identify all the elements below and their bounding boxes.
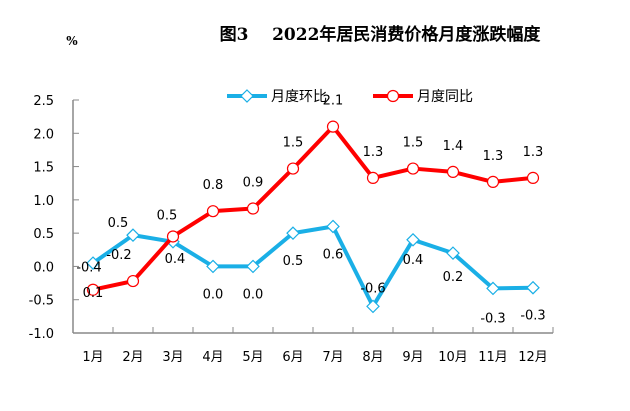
y-tick-label: -0.5: [29, 294, 54, 309]
data-label: 0.1: [83, 286, 104, 301]
data-label: 2.1: [323, 94, 344, 109]
data-point-circle: [526, 171, 540, 184]
data-point-circle: [286, 162, 300, 175]
data-label: 0.5: [283, 254, 304, 269]
x-tick-label: 7月: [322, 350, 343, 365]
data-point-diamond: [326, 219, 340, 234]
data-label: 1.5: [283, 136, 304, 151]
x-tick-label: 10月: [438, 350, 468, 365]
x-tick-label: 6月: [282, 350, 303, 365]
legend-label: 月度同比: [417, 89, 473, 105]
x-tick-label: 1月: [82, 350, 103, 365]
data-label: -0.4: [76, 261, 101, 276]
data-point-diamond: [286, 226, 300, 240]
data-label: 0.0: [243, 287, 264, 302]
data-point-diamond: [126, 228, 140, 242]
data-label: 1.3: [363, 145, 384, 160]
x-tick-label: 3月: [162, 350, 183, 365]
x-tick-label: 12月: [518, 350, 548, 365]
y-tick-label: 0.0: [33, 260, 54, 275]
data-point-circle: [366, 171, 380, 184]
series-mom: [86, 219, 540, 314]
legend-label: 月度环比: [271, 89, 327, 105]
data-label: 1.3: [523, 145, 544, 160]
data-label: 0.9: [243, 176, 264, 191]
legend-item-yoy: 月度同比: [373, 89, 473, 105]
data-label: 0.4: [165, 252, 186, 267]
data-label: 0.4: [403, 253, 424, 268]
y-tick-label: 2.0: [33, 127, 54, 142]
data-label: -0.6: [360, 281, 385, 296]
y-tick-label: 1.0: [33, 194, 54, 209]
data-label: 1.5: [403, 136, 424, 151]
data-point-circle: [126, 274, 140, 288]
data-point-circle: [246, 202, 260, 215]
data-label: 0.5: [157, 208, 178, 223]
data-point-circle: [206, 205, 220, 218]
data-label: 0.2: [443, 270, 464, 285]
y-axis-unit: %: [66, 34, 78, 48]
legend-marker-diamond-icon: [240, 89, 254, 103]
data-label: 0.8: [203, 178, 224, 193]
data-point-diamond: [526, 280, 540, 295]
x-tick-label: 8月: [362, 350, 383, 365]
data-point-diamond: [446, 246, 460, 260]
data-point-diamond: [406, 232, 420, 247]
data-point-diamond: [86, 256, 100, 270]
data-point-circle: [326, 120, 340, 133]
data-label: 0.5: [108, 216, 129, 231]
y-tick-label: 1.5: [33, 161, 54, 176]
chart-title: 图3 2022年居民消费价格月度涨跌幅度: [220, 24, 542, 45]
x-tick-label: 5月: [242, 350, 263, 365]
data-point-circle: [446, 165, 460, 178]
data-label: 1.4: [443, 139, 464, 154]
data-label: -0.3: [520, 309, 545, 324]
series-layer: 0.1 0.5 0.4 0.0 0.0 0.5 0.6 -0.6 0.4 0.2 -0.3 -0.3 -…: [76, 94, 545, 327]
axes: 2.5 2.0 1.5 1.0 0.5 0.0 -0.5 -1.0 1月 2月 3月 4月 5月 6月 7月…: [29, 94, 554, 365]
data-point-circle: [486, 175, 500, 188]
series-yoy: [86, 120, 540, 296]
data-point-diamond: [206, 259, 220, 274]
x-tick-label: 2月: [122, 350, 143, 365]
x-tick-label: 9月: [402, 350, 423, 365]
data-label: 1.3: [483, 149, 504, 164]
legend: 月度环比 月度同比: [227, 89, 473, 105]
data-label: 0.0: [203, 287, 224, 302]
series-line: [91, 224, 534, 309]
data-label: -0.2: [106, 248, 131, 263]
series-line: [92, 124, 534, 292]
x-tick-label: 11月: [478, 350, 508, 365]
data-point-circle: [406, 162, 420, 175]
y-tick-label: 2.5: [33, 94, 54, 109]
data-point-diamond: [486, 281, 500, 296]
data-point-circle: [86, 283, 100, 296]
y-tick-label: 0.5: [33, 227, 54, 242]
data-point-diamond: [246, 259, 260, 274]
x-tick-label: 4月: [202, 350, 223, 365]
data-point-circle: [166, 230, 180, 243]
y-tick-label: -1.0: [29, 327, 54, 342]
data-label: -0.3: [480, 311, 505, 326]
data-point-diamond: [366, 299, 380, 314]
legend-marker-circle-icon: [386, 89, 400, 103]
legend-item-mom: 月度环比: [227, 89, 327, 105]
data-label: 0.6: [323, 247, 344, 262]
